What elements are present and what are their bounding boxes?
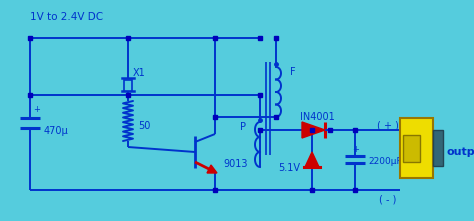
Text: P: P [240, 122, 246, 132]
Text: 2200µF: 2200µF [368, 156, 401, 166]
Text: 9013: 9013 [223, 159, 247, 169]
Text: X1: X1 [133, 68, 146, 78]
Text: +: + [33, 105, 40, 114]
Text: F: F [290, 67, 296, 77]
Text: 50: 50 [138, 121, 150, 131]
Text: output: output [447, 147, 474, 157]
Polygon shape [207, 165, 217, 173]
Text: IN4001: IN4001 [300, 112, 334, 122]
Text: ( + ): ( + ) [377, 121, 399, 131]
Text: +: + [352, 145, 359, 154]
Bar [400, 118, 433, 178]
Text: 470µ: 470µ [44, 126, 69, 136]
Bar [403, 135, 420, 162]
Bar [124, 80, 132, 91]
Bar [433, 130, 443, 166]
Polygon shape [305, 152, 319, 167]
Polygon shape [302, 122, 325, 138]
Text: 5.1V: 5.1V [278, 163, 300, 173]
Text: ( - ): ( - ) [379, 195, 397, 205]
Text: 1V to 2.4V DC: 1V to 2.4V DC [30, 12, 103, 22]
